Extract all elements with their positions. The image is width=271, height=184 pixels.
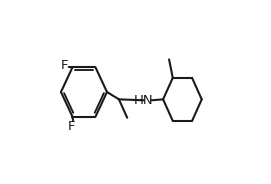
Text: HN: HN xyxy=(134,94,154,107)
Text: F: F xyxy=(68,120,75,133)
Text: F: F xyxy=(60,59,68,72)
